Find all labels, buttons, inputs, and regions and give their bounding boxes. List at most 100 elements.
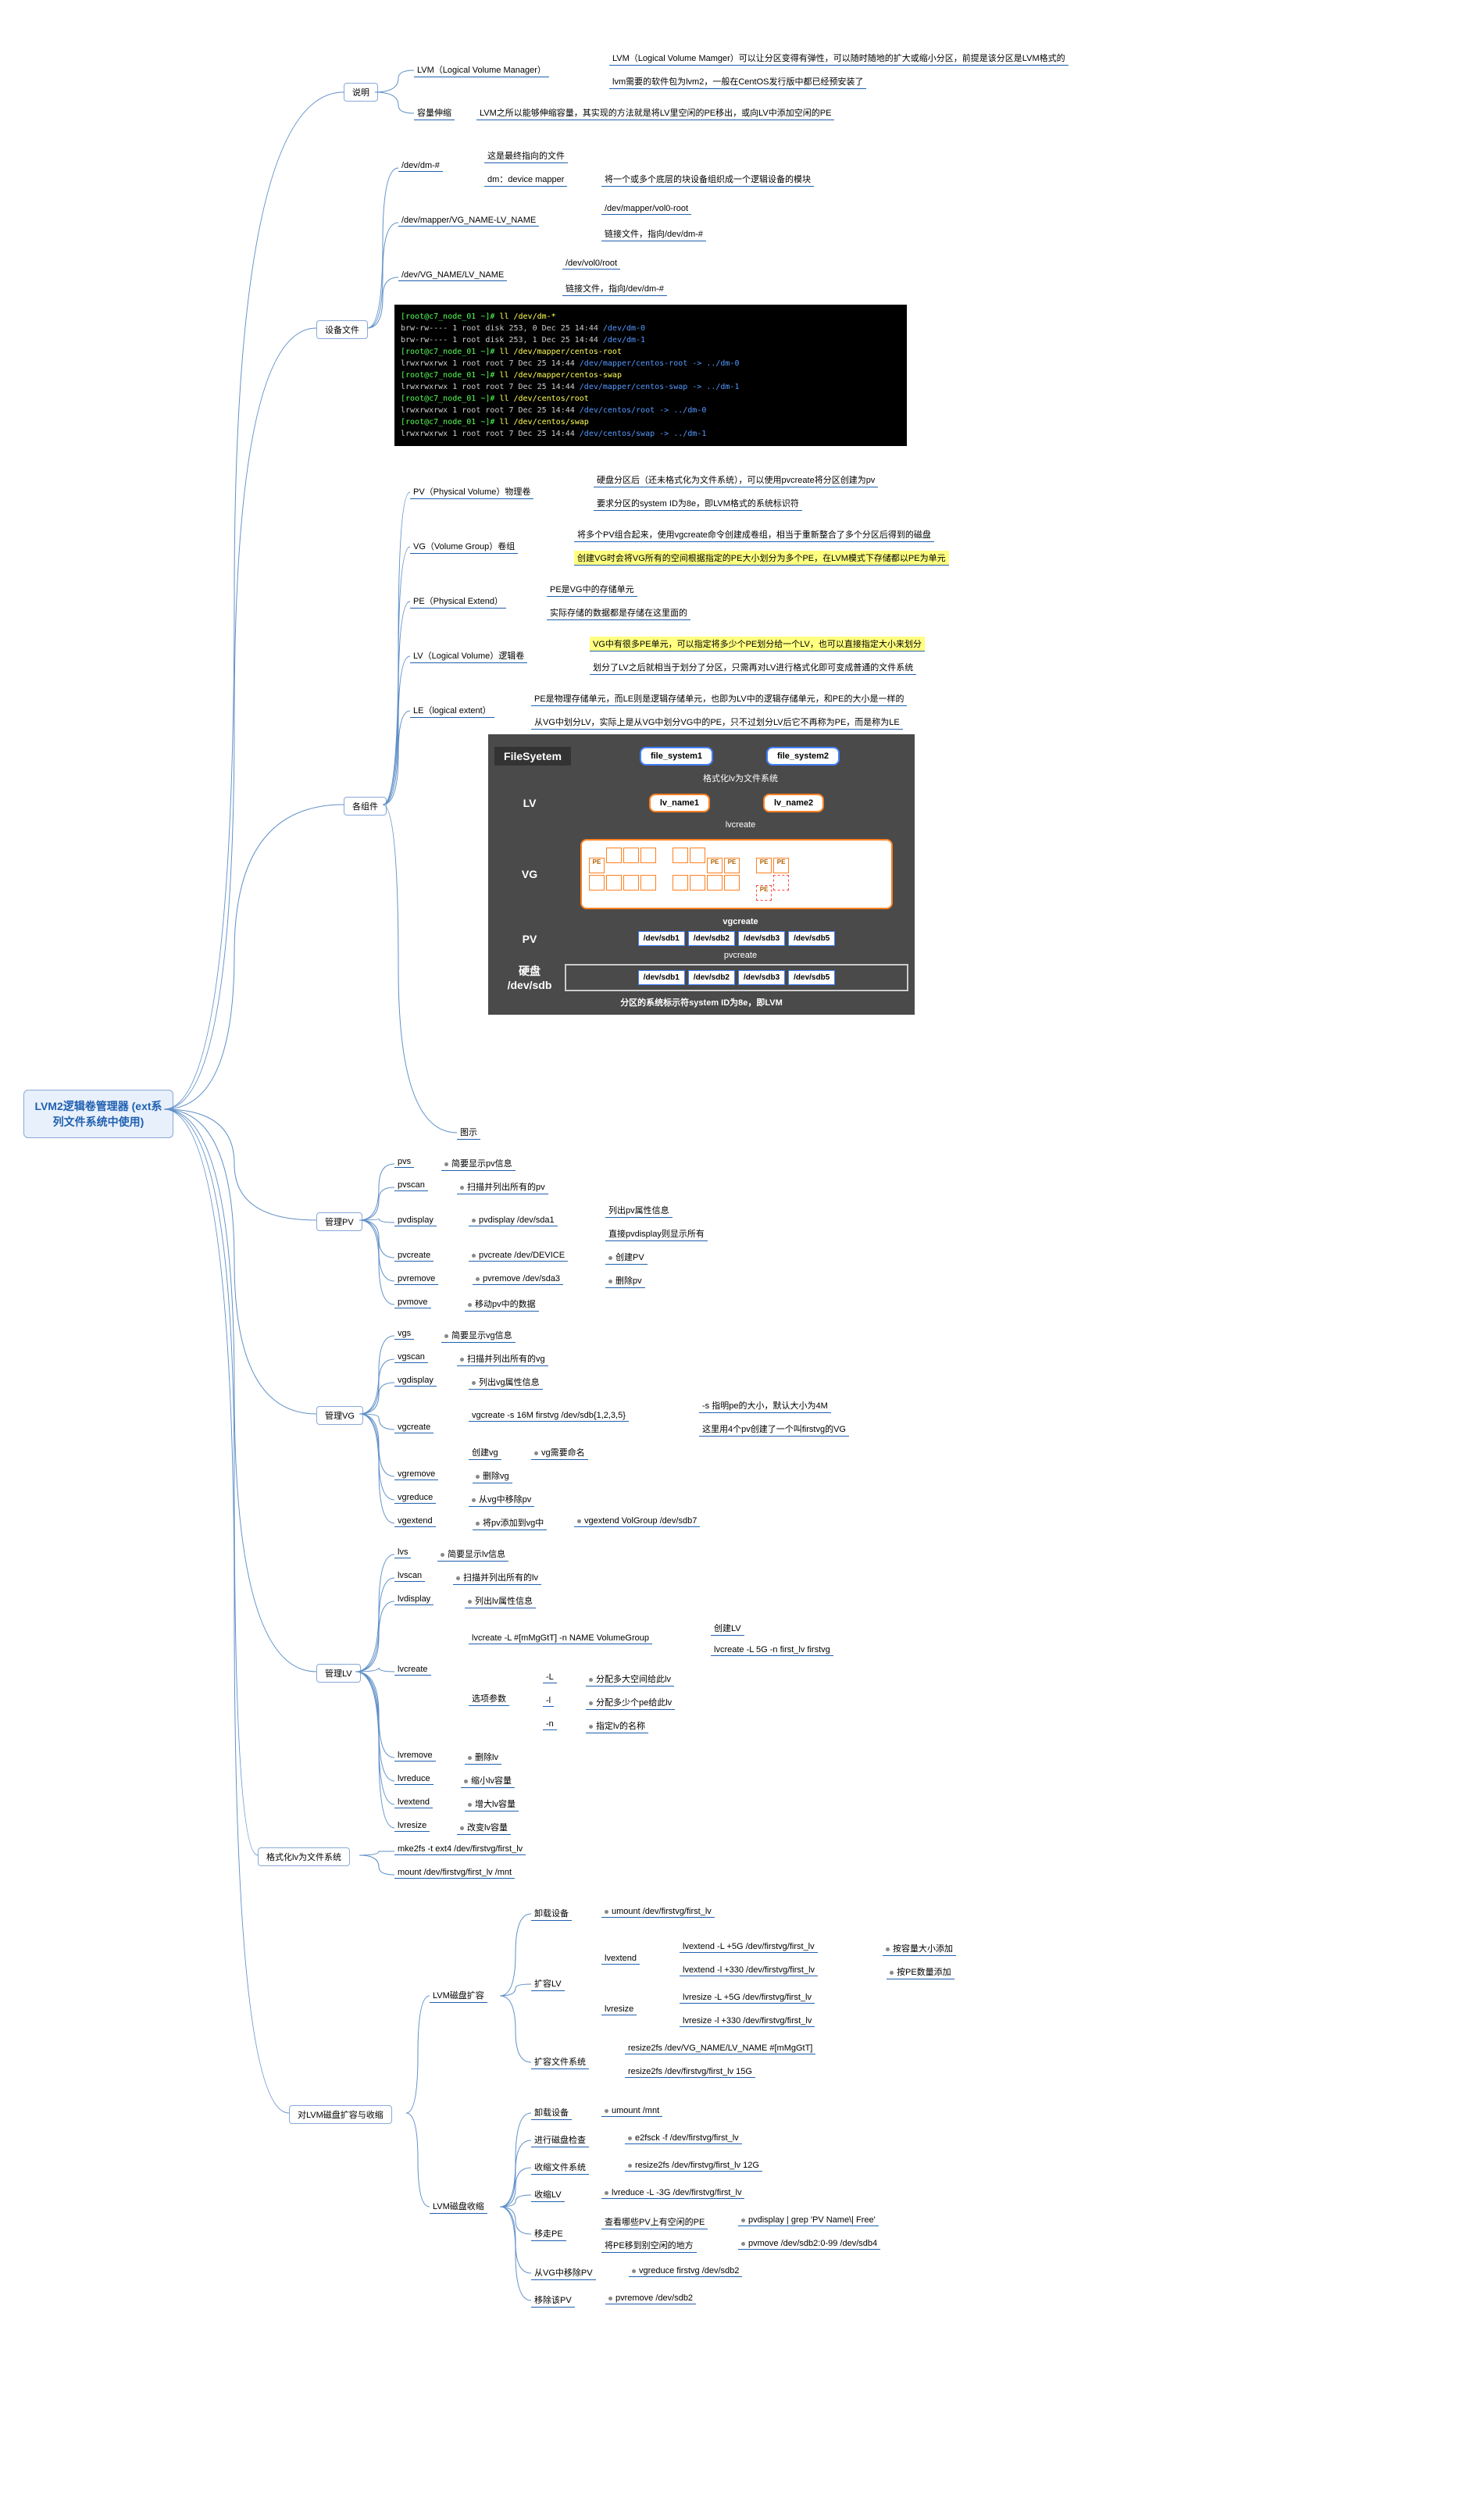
d: lv_name1 (649, 794, 710, 812)
n: 选项参数 (469, 1691, 509, 1706)
n: vgcreate -s 16M firstvg /dev/sdb{1,2,3,5… (469, 1410, 629, 1422)
branch-resize[interactable]: 对LVM磁盘扩容与收缩 (289, 2105, 392, 2124)
n: LVM之所以能够伸缩容量，其实现的方法就是将LV里空闲的PE移出，或向LV中添加… (476, 105, 834, 120)
n: vgextend VolGroup /dev/sdb7 (574, 1515, 700, 1527)
n: 将多个PV组合起来，使用vgcreate命令创建成卷组，相当于重新整合了多个分区… (574, 527, 934, 542)
n: lvextend (601, 1953, 640, 1965)
n: lvcreate -L #[mMgGtT] -n NAME VolumeGrou… (469, 1633, 652, 1644)
n: 链接文件，指向/dev/dm-# (562, 281, 667, 296)
n: 将一个或多个底层的块设备组织成一个逻辑设备的模块 (601, 172, 814, 187)
n: 移走PE (531, 2226, 566, 2241)
n: 扩容文件系统 (531, 2054, 589, 2069)
n: 简要显示pv信息 (441, 1156, 516, 1171)
n: mount /dev/firstvg/first_lv /mnt (394, 1867, 515, 1879)
n: 直接pvdisplay则显示所有 (605, 1226, 708, 1241)
n: umount /dev/firstvg/first_lv (601, 1906, 715, 1918)
n: LVM（Logical Volume Mamger）可以让分区变得有弹性，可以随… (609, 51, 1069, 66)
n: pvremove /dev/sda3 (473, 1273, 563, 1285)
d: VG (494, 868, 565, 880)
terminal: [root@c7_node_01 ~]# ll /dev/dm-*brw-rw-… (394, 305, 907, 446)
n: lvs (394, 1547, 411, 1558)
n: 简要显示lv信息 (437, 1547, 508, 1562)
n: -l (543, 1695, 554, 1707)
n: 扫描并列出所有的pv (457, 1180, 548, 1194)
n: 划分了LV之后就相当于划分了分区，只需再对LV进行格式化即可变成普通的文件系统 (590, 660, 916, 675)
n: resize2fs /dev/firstvg/first_lv 12G (625, 2160, 762, 2172)
n: pvcreate /dev/DEVICE (469, 1250, 568, 1262)
n: lvcreate -L 5G -n first_lv firstvg (711, 1644, 833, 1656)
n: pvmove /dev/sdb2:0-99 /dev/sdb4 (738, 2238, 880, 2250)
n: vg需要命名 (531, 1445, 588, 1460)
n: pvdisplay (394, 1215, 437, 1226)
n: 删除vg (473, 1469, 512, 1483)
branch-devfiles[interactable]: 设备文件 (316, 320, 368, 339)
n: 收缩文件系统 (531, 2160, 589, 2175)
n: /dev/mapper/VG_NAME-LV_NAME (398, 215, 539, 227)
n: 分配多大空间给此lv (586, 1672, 674, 1687)
n: PE是VG中的存储单元 (547, 582, 637, 597)
n: 将PE移到别空闲的地方 (601, 2238, 697, 2253)
n: PV（Physical Volume）物理卷 (410, 484, 533, 499)
n: 创建VG时会将VG所有的空间根据指定的PE大小划分为多个PE，在LVM模式下存储… (574, 551, 949, 566)
n: VG（Volume Group）卷组 (410, 539, 518, 554)
n: pvremove /dev/sdb2 (605, 2293, 696, 2304)
n: lvresize -L +5G /dev/firstvg/first_lv (680, 1992, 815, 2004)
n: 这里用4个pv创建了一个叫firstvg的VG (699, 1422, 849, 1437)
n: PE（Physical Extend） (410, 594, 506, 609)
n: LVM（Logical Volume Manager） (414, 62, 549, 77)
n: dm：device mapper (484, 172, 567, 187)
n: -s 指明pe的大小，默认大小为4M (699, 1398, 831, 1413)
n: 硬盘分区后（还未格式化为文件系统），可以使用pvcreate将分区创建为pv (594, 473, 878, 487)
n: lvremove (394, 1750, 436, 1762)
n: 按容量大小添加 (883, 1941, 956, 1956)
n: LV（Logical Volume）逻辑卷 (410, 648, 527, 663)
n: vgreduce (394, 1492, 436, 1504)
n: umount /mnt (601, 2105, 662, 2117)
n: /dev/mapper/vol0-root (601, 203, 691, 215)
branch-lv[interactable]: 管理LV (316, 1664, 361, 1683)
n: 创建PV (605, 1250, 648, 1265)
n: lvdisplay (394, 1594, 434, 1605)
n: mke2fs -t ext4 /dev/firstvg/first_lv (394, 1844, 526, 1855)
n: vgreduce firstvg /dev/sdb2 (629, 2265, 742, 2277)
n: 移动pv中的数据 (465, 1297, 539, 1312)
n: lvresize -l +330 /dev/firstvg/first_lv (680, 2015, 815, 2027)
n: 容量伸缩 (414, 105, 455, 120)
d: lv_name2 (763, 794, 824, 812)
n: 创建LV (711, 1621, 744, 1636)
n: vgextend (394, 1515, 436, 1527)
n: /dev/dm-# (398, 160, 443, 172)
n: 列出pv属性信息 (605, 1203, 673, 1218)
n: 简要显示vg信息 (441, 1328, 516, 1343)
branch-components[interactable]: 各组件 (344, 797, 387, 816)
n: 分配多少个pe给此lv (586, 1695, 675, 1710)
d: vgcreate (573, 917, 908, 926)
n: /dev/VG_NAME/LV_NAME (398, 269, 507, 281)
n: 从VG中划分LV，实际上是从VG中划分VG中的PE，只不过划分LV后它不再称为P… (531, 715, 903, 730)
d: file_system2 (766, 747, 840, 766)
n: 图示 (457, 1125, 480, 1140)
n: 扩容LV (531, 1976, 565, 1991)
n: pvdisplay | grep 'PV Name\| Free' (738, 2215, 879, 2226)
n: 删除pv (605, 1273, 645, 1288)
n: 卸载设备 (531, 2105, 572, 2120)
n: 扫描并列出所有的lv (453, 1570, 541, 1585)
branch-vg[interactable]: 管理VG (316, 1406, 363, 1425)
n: pvscan (394, 1180, 428, 1191)
n: 查看哪些PV上有空闲的PE (601, 2215, 708, 2229)
branch-desc[interactable]: 说明 (344, 83, 378, 102)
n: 改变lv容量 (457, 1820, 511, 1835)
n: 进行磁盘检查 (531, 2133, 589, 2147)
n: 增大lv容量 (465, 1797, 519, 1811)
n: lvextend (394, 1797, 433, 1808)
branch-fmt[interactable]: 格式化lv为文件系统 (258, 1847, 350, 1866)
branch-pv[interactable]: 管理PV (316, 1212, 362, 1231)
lvm-diagram: FileSyetemfile_system1file_system2 格式化lv… (488, 734, 915, 1015)
n: 卸载设备 (531, 1906, 572, 1921)
pe: PE (756, 885, 772, 901)
n: lvscan (394, 1570, 425, 1582)
d: LV (494, 797, 565, 809)
n: -L (543, 1672, 557, 1683)
n: 移除该PV (531, 2293, 575, 2308)
n: pvmove (394, 1297, 431, 1308)
